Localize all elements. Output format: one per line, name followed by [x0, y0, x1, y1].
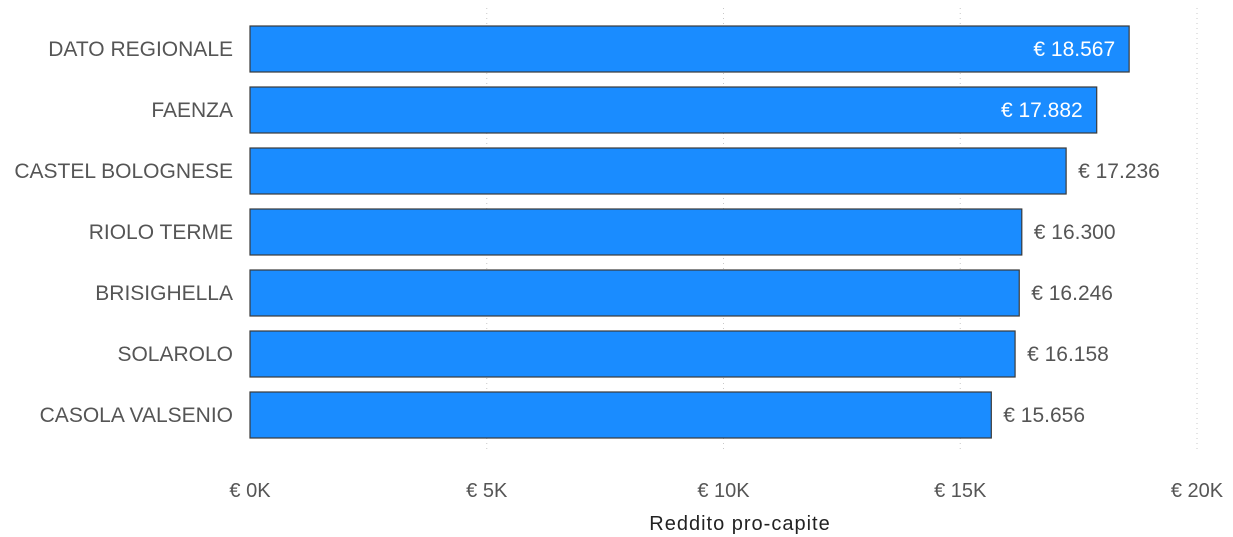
data-label: € 16.246: [1031, 282, 1113, 305]
data-label: € 15.656: [1003, 404, 1085, 427]
bar[interactable]: [249, 86, 1098, 134]
bar[interactable]: [249, 269, 1020, 317]
category-label: DATO REGIONALE: [48, 38, 233, 61]
bar[interactable]: [249, 391, 992, 439]
x-tick-label: € 20K: [1171, 480, 1224, 502]
category-label: BRISIGHELLA: [95, 282, 233, 305]
data-label: € 16.300: [1034, 221, 1116, 244]
data-label: € 17.882: [1001, 99, 1083, 122]
category-label: RIOLO TERME: [89, 221, 233, 244]
bar[interactable]: [249, 147, 1067, 195]
category-label: CASTEL BOLOGNESE: [14, 160, 233, 183]
category-label: FAENZA: [151, 99, 233, 122]
category-labels: DATO REGIONALE FAENZA CASTEL BOLOGNESE RIOL…: [14, 38, 233, 427]
x-axis-title: Reddito pro-capite: [649, 513, 830, 535]
bars: [249, 25, 1130, 439]
category-label: SOLAROLO: [117, 343, 233, 366]
bar[interactable]: [249, 25, 1130, 73]
bar[interactable]: [249, 208, 1023, 256]
data-label: € 16.158: [1027, 343, 1109, 366]
x-tick-label: € 10K: [697, 480, 750, 502]
data-label: € 18.567: [1033, 38, 1115, 61]
data-labels: € 18.567 € 17.882 € 17.236 € 16.300 € 16.246…: [1001, 38, 1160, 427]
x-axis-ticks: € 0K € 5K € 10K € 15K € 20K: [229, 480, 1223, 502]
x-tick-label: € 0K: [229, 480, 271, 502]
data-label: € 17.236: [1078, 160, 1160, 183]
category-label: CASOLA VALSENIO: [40, 404, 233, 427]
x-tick-label: € 15K: [934, 480, 987, 502]
x-tick-label: € 5K: [466, 480, 508, 502]
bar[interactable]: [249, 330, 1016, 378]
